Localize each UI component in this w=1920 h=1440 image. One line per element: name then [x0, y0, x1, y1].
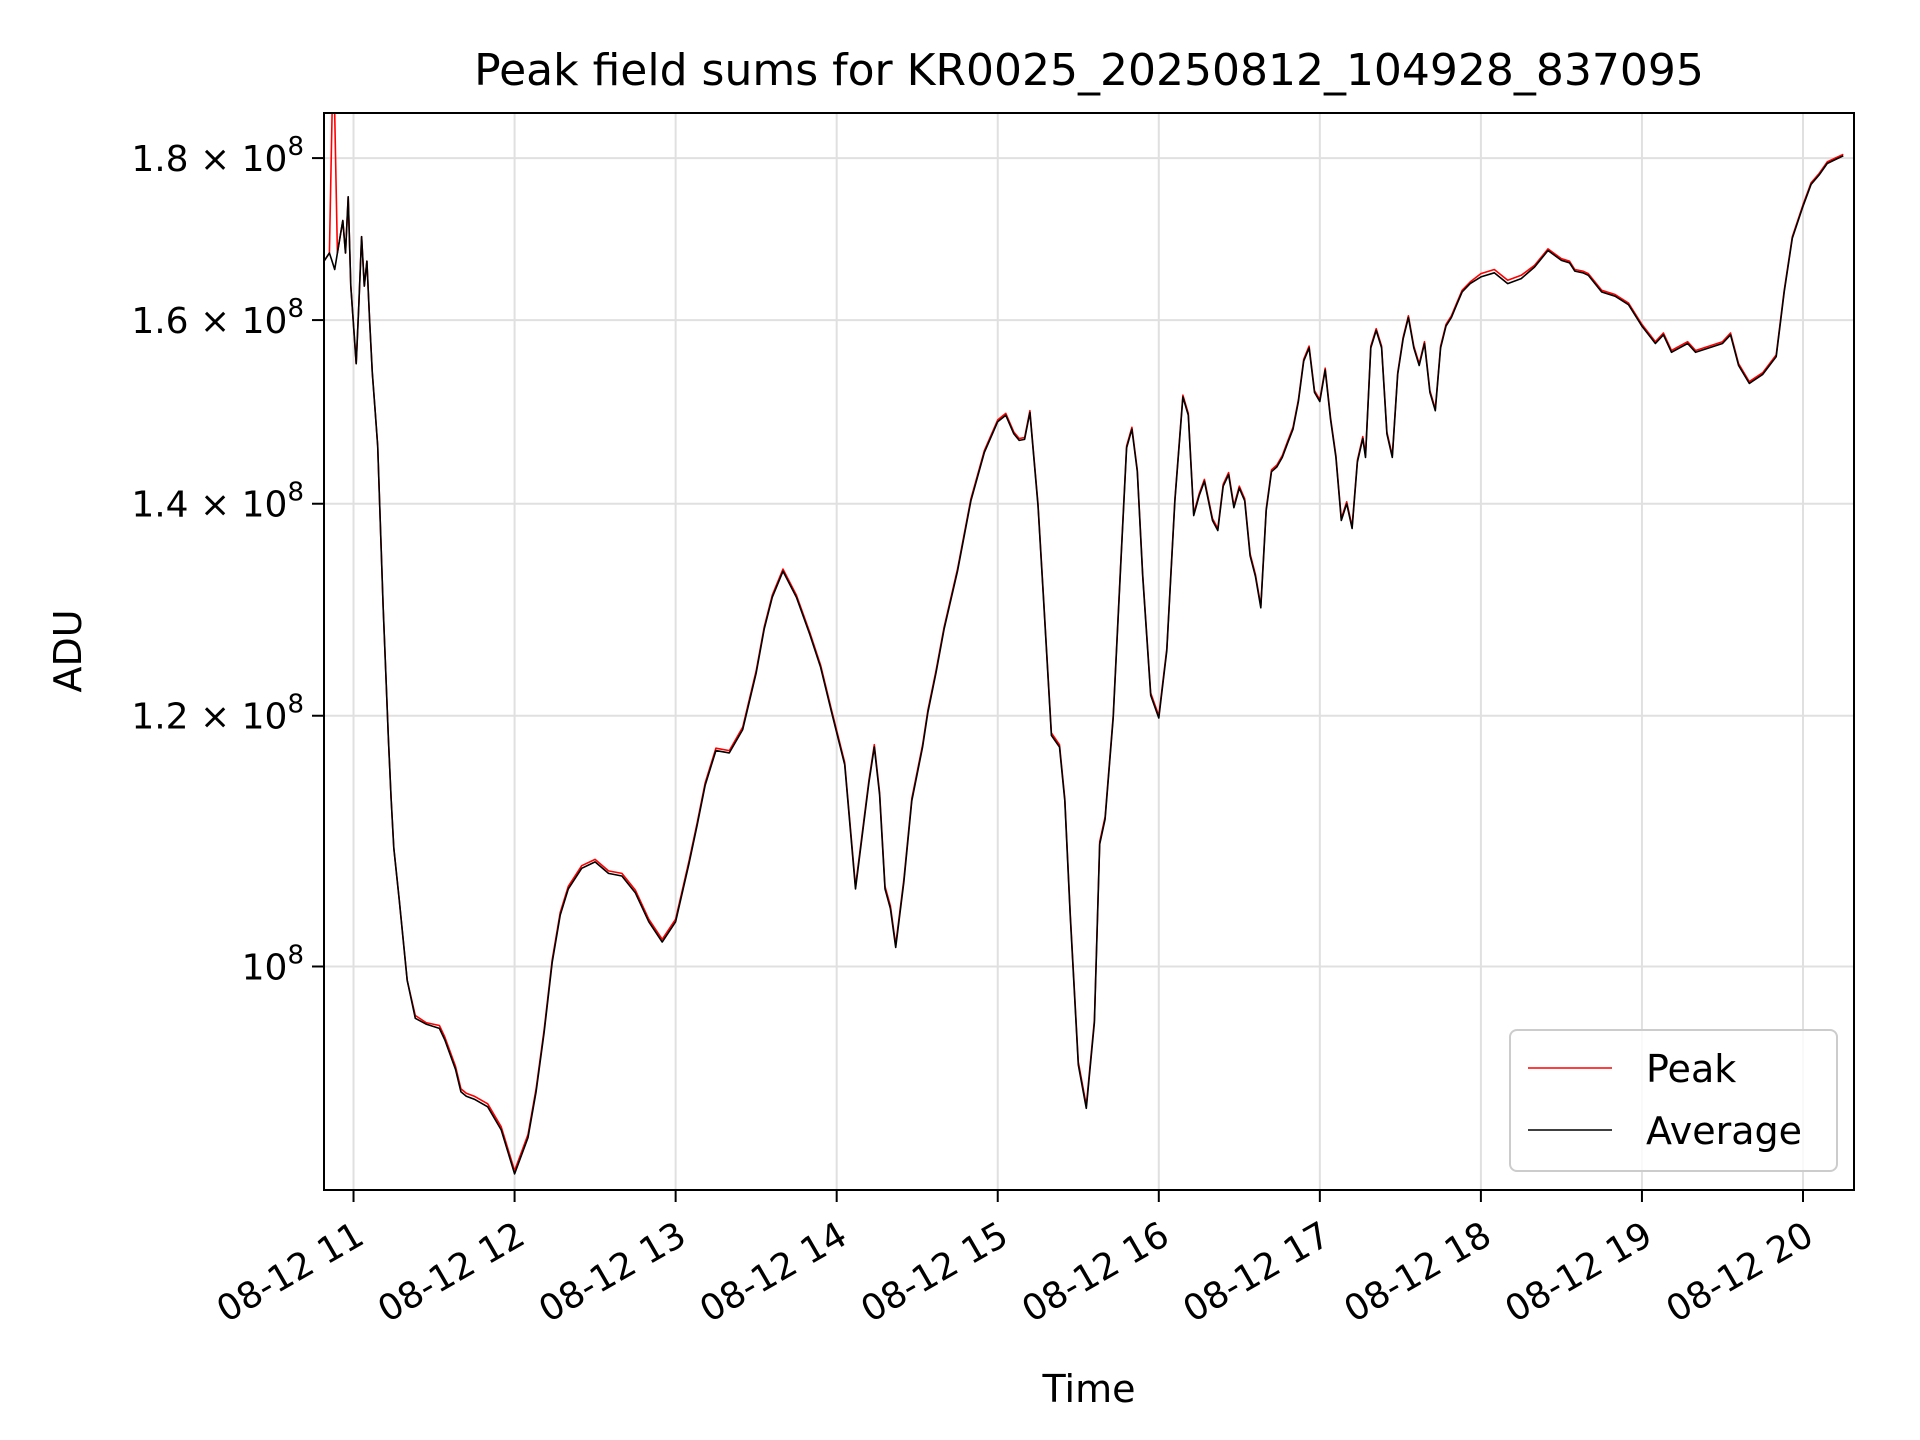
y-tick-label: 1.4 × 108	[131, 478, 304, 526]
series-line-average	[324, 155, 1844, 1175]
y-tick-label: 108	[242, 940, 304, 988]
series-layer	[324, 113, 1844, 1175]
legend: Peak Average	[1509, 1029, 1838, 1172]
legend-peak-label: Peak	[1646, 1047, 1736, 1091]
y-tick-label: 1.8 × 108	[131, 132, 304, 180]
plot-frame	[323, 112, 1855, 1191]
grid	[324, 113, 1854, 1190]
y-tick-label: 1.6 × 108	[131, 294, 304, 342]
y-axis: 108 1.2 × 108 1.4 × 108 1.6 × 108 1.8 × 108	[131, 132, 324, 988]
legend-box	[1509, 1029, 1838, 1172]
y-tick-label: 1.2 × 108	[131, 690, 304, 738]
x-axis-label: Time	[1042, 1367, 1136, 1411]
chart-title: Peak field sums for KR0025_20250812_1049…	[474, 45, 1704, 96]
legend-average-label: Average	[1646, 1109, 1802, 1153]
y-axis-label: ADU	[46, 609, 90, 692]
